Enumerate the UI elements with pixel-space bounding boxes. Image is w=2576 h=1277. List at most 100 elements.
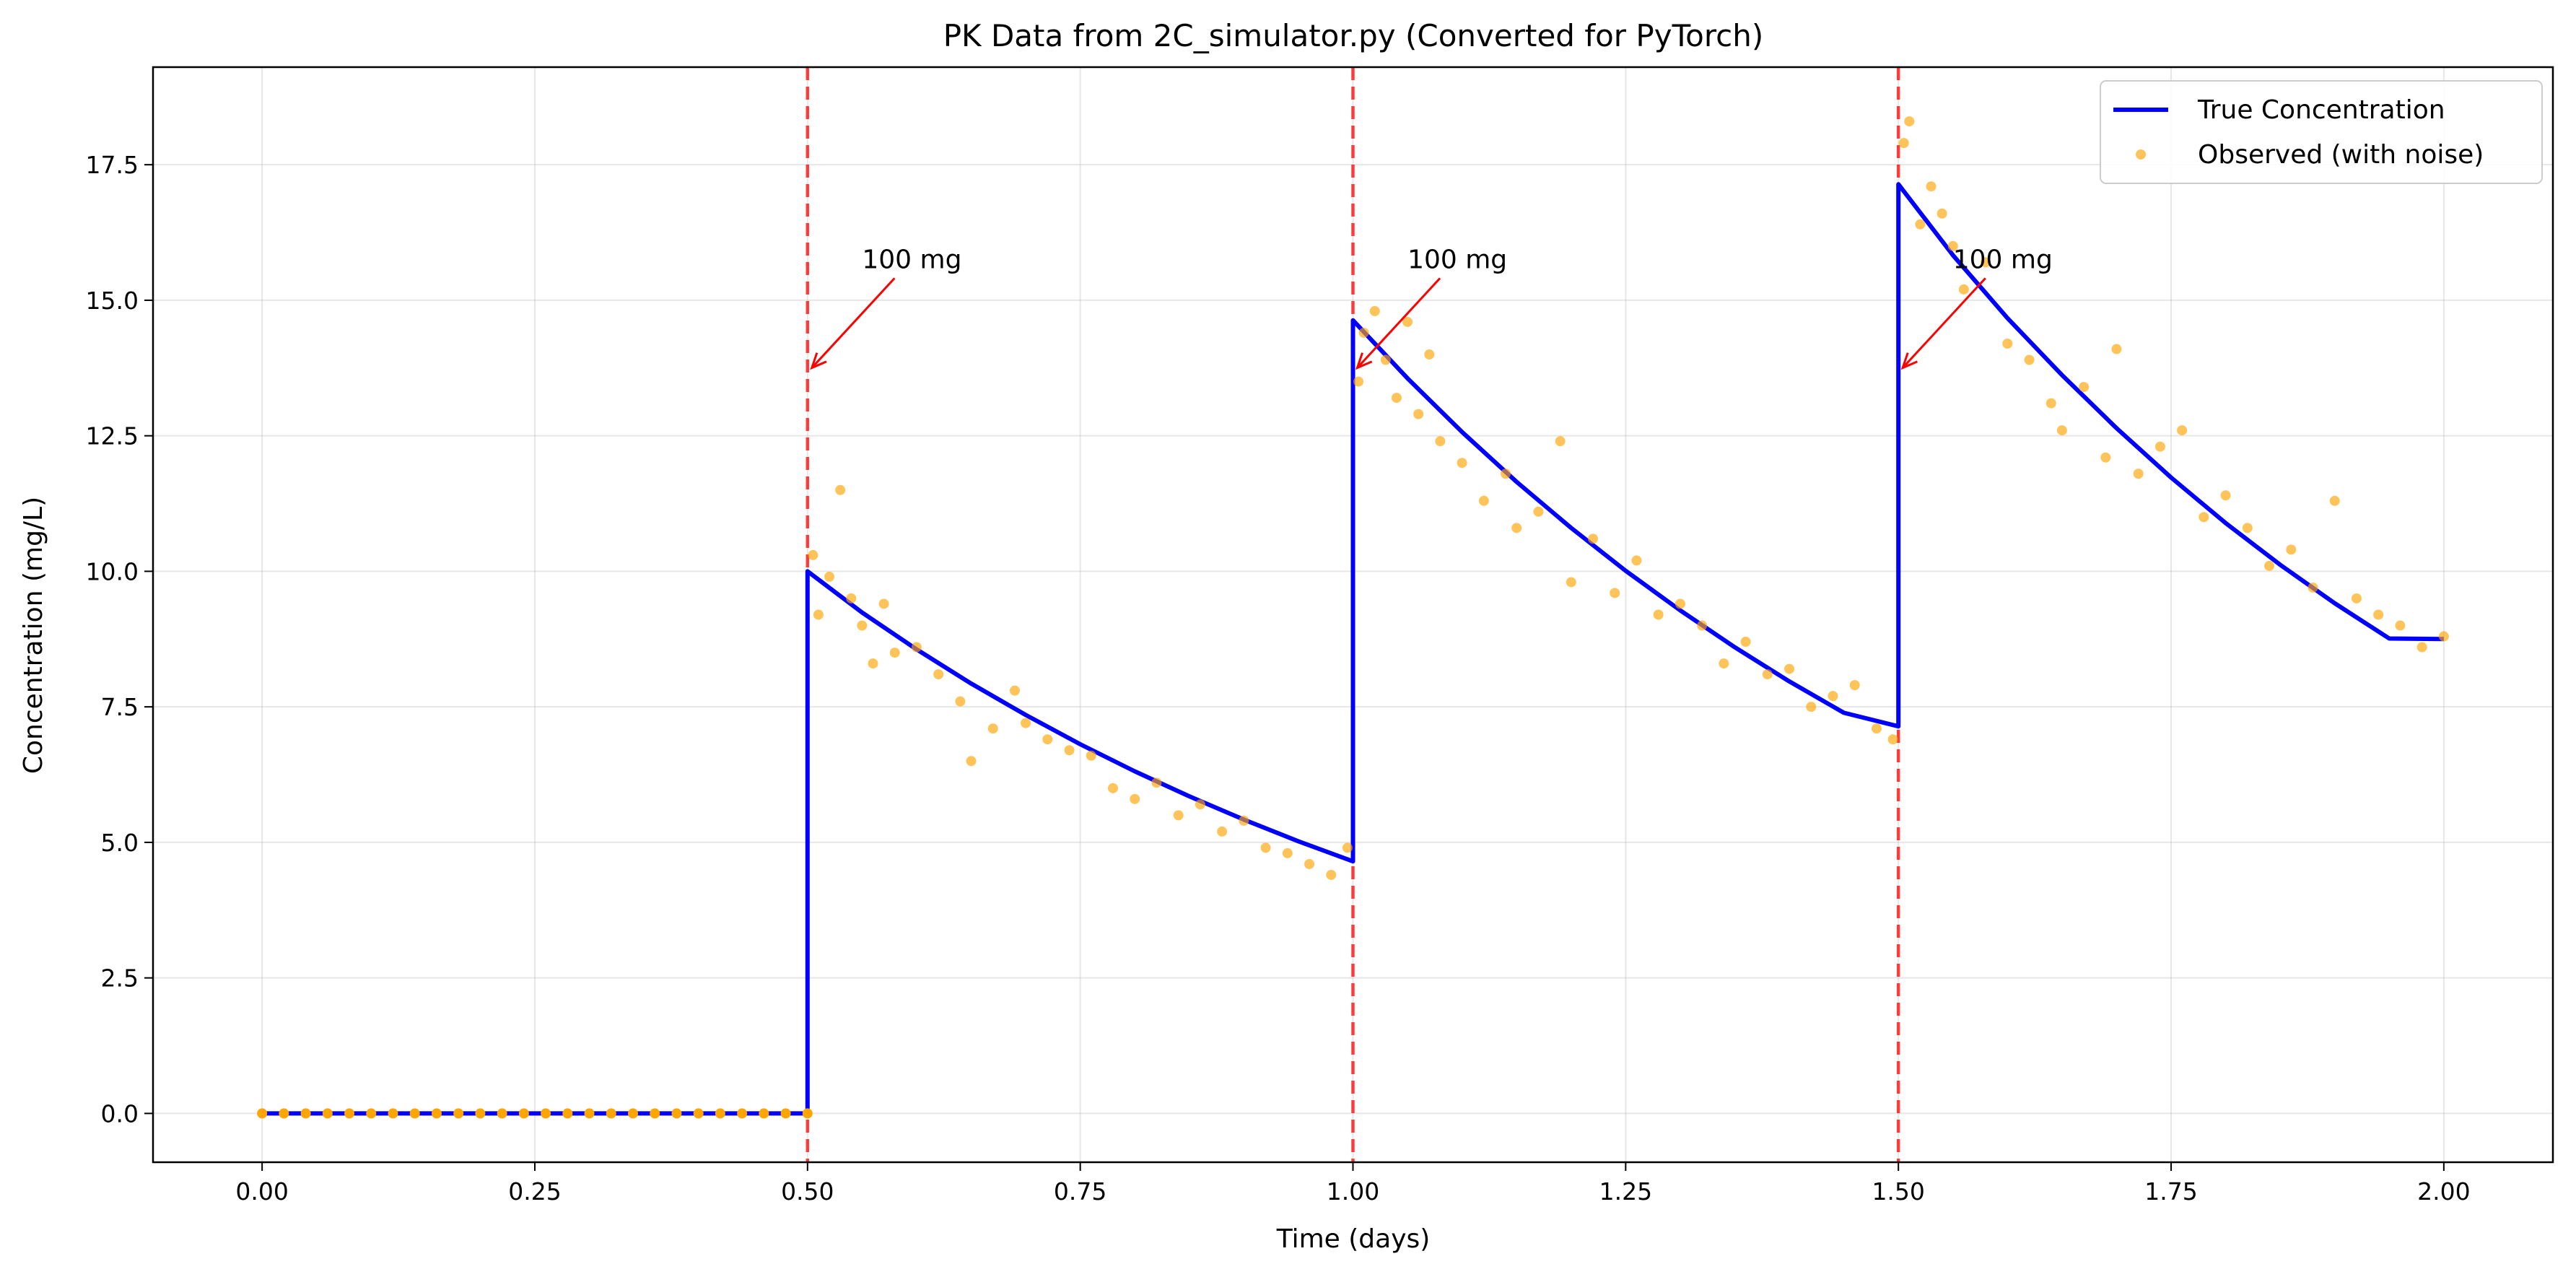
observed-point xyxy=(344,1108,355,1119)
observed-point xyxy=(279,1108,289,1119)
x-tick-label: 1.50 xyxy=(1872,1177,1924,1206)
observed-point xyxy=(1358,327,1369,338)
observed-point xyxy=(388,1108,398,1119)
observed-point xyxy=(2045,398,2056,409)
observed-point xyxy=(1631,555,1642,566)
observed-point xyxy=(824,571,835,582)
observed-point xyxy=(562,1108,573,1119)
observed-point xyxy=(987,723,998,734)
x-tick-label: 0.50 xyxy=(781,1177,834,1206)
observed-point xyxy=(1435,436,1446,447)
observed-point xyxy=(1282,847,1293,858)
observed-point xyxy=(1195,799,1205,810)
chart-title: PK Data from 2C_simulator.py (Converted … xyxy=(943,18,1764,53)
observed-point xyxy=(1173,810,1184,821)
observed-point xyxy=(475,1108,486,1119)
observed-point xyxy=(835,484,846,495)
observed-point xyxy=(2395,620,2406,631)
observed-point xyxy=(1653,609,1664,620)
observed-point xyxy=(1898,138,1909,149)
observed-point xyxy=(322,1108,333,1119)
observed-point xyxy=(1239,815,1249,826)
observed-point xyxy=(650,1108,660,1119)
dose-annotation-label: 100 mg xyxy=(862,245,961,274)
true-concentration-series xyxy=(262,182,2444,1116)
observed-point xyxy=(878,598,889,609)
dose-annotation-arrow xyxy=(811,277,896,369)
dose-annotation-arrow xyxy=(1902,277,1986,369)
observed-point xyxy=(1740,637,1751,648)
y-tick-label: 10.0 xyxy=(86,557,139,585)
dose-annotations: 100 mg 100 mg 100 mg xyxy=(810,245,2053,370)
observed-point xyxy=(1042,734,1053,745)
observed-point xyxy=(2242,523,2253,533)
observed-point xyxy=(2056,425,2067,436)
observed-point xyxy=(2177,425,2188,436)
observed-point xyxy=(846,593,857,603)
observed-point xyxy=(1588,533,1598,544)
observed-point xyxy=(1762,669,1773,680)
observed-point xyxy=(966,756,977,767)
observed-point xyxy=(1887,734,1898,745)
observed-point xyxy=(693,1108,704,1119)
observed-point xyxy=(1424,349,1435,360)
observed-point xyxy=(431,1108,442,1119)
arrowhead xyxy=(1355,352,1373,370)
observed-point xyxy=(1064,745,1075,756)
observed-point xyxy=(1697,620,1708,631)
observed-point xyxy=(2220,490,2231,501)
observed-point xyxy=(2264,560,2275,571)
observed-point xyxy=(868,658,878,669)
dose-annotation-arrow xyxy=(1356,277,1441,369)
observed-point xyxy=(1021,718,1031,728)
observed-series xyxy=(257,116,2449,1119)
arrowhead xyxy=(1900,352,1918,370)
observed-point xyxy=(780,1108,791,1119)
observed-point xyxy=(366,1108,377,1119)
observed-point xyxy=(1937,208,1947,219)
observed-point xyxy=(2133,468,2144,479)
observed-point xyxy=(2111,344,2122,354)
legend-label-observed: Observed (with noise) xyxy=(2198,140,2484,170)
observed-point xyxy=(1784,663,1795,674)
arrowhead xyxy=(810,352,827,370)
observed-point xyxy=(802,1108,813,1119)
observed-point xyxy=(715,1108,725,1119)
legend-dot-swatch xyxy=(2136,149,2146,160)
x-tick-label: 2.00 xyxy=(2417,1177,2470,1206)
observed-point xyxy=(2351,593,2362,603)
observed-point xyxy=(584,1108,595,1119)
observed-point xyxy=(1981,257,1991,268)
observed-point xyxy=(1478,495,1489,506)
y-tick-label: 2.5 xyxy=(101,964,139,993)
observed-point xyxy=(2199,512,2209,523)
dose-annotation-label: 100 mg xyxy=(1953,245,2053,274)
x-tick-label: 0.25 xyxy=(508,1177,561,1206)
observed-point xyxy=(933,669,944,680)
observed-point xyxy=(1958,284,1969,295)
observed-point xyxy=(541,1108,551,1119)
observed-point xyxy=(2373,609,2384,620)
observed-point xyxy=(671,1108,682,1119)
observed-point xyxy=(606,1108,616,1119)
observed-point xyxy=(628,1108,638,1119)
axes: 0.00 0.25 0.50 0.75 1.00 1.25 1.50 1.75 2.00 0.0 2… xyxy=(86,66,2554,1206)
observed-point xyxy=(1555,436,1566,447)
legend-label-true: True Concentration xyxy=(2197,95,2445,125)
observed-point xyxy=(737,1108,748,1119)
observed-point xyxy=(1501,468,1511,479)
observed-point xyxy=(1151,777,1162,788)
legend-box xyxy=(2100,80,2543,184)
observed-point xyxy=(2308,582,2318,593)
y-tick-label: 5.0 xyxy=(101,829,139,857)
observed-point xyxy=(518,1108,529,1119)
observed-point xyxy=(1130,793,1140,804)
observed-point xyxy=(1304,858,1315,869)
observed-point xyxy=(2329,495,2340,506)
observed-point xyxy=(1457,458,1467,468)
observed-point xyxy=(1009,685,1020,696)
observed-point xyxy=(1369,305,1380,316)
observed-point xyxy=(1610,588,1620,598)
observed-point xyxy=(1533,506,1544,517)
observed-point xyxy=(1719,658,1729,669)
